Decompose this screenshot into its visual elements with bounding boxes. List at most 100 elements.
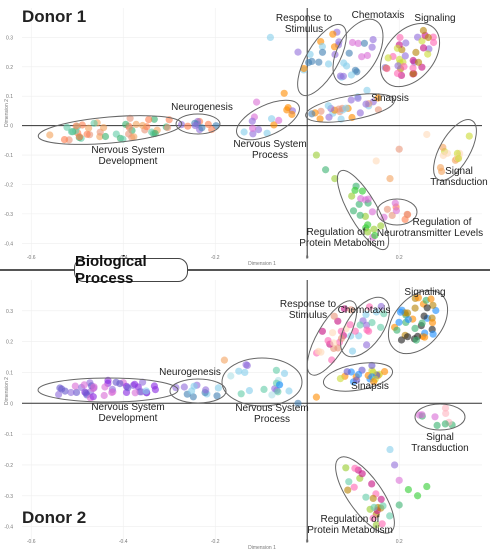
data-point [345, 478, 353, 486]
data-point [343, 368, 351, 376]
data-point [348, 38, 357, 47]
panel-divider [0, 269, 490, 271]
data-point [395, 145, 403, 153]
cluster-label: Nervous System [91, 402, 164, 413]
x-tick-label: 0.2 [396, 255, 403, 261]
y-tick-label: 0 [10, 401, 13, 407]
biological-process-label: Biological Process [74, 253, 188, 287]
data-point [392, 207, 400, 215]
data-point [75, 133, 84, 141]
data-point [249, 124, 257, 132]
data-point [180, 383, 188, 391]
data-point [420, 312, 428, 320]
data-point [322, 166, 330, 174]
cluster-label: Chemotaxis [352, 10, 405, 21]
data-point [386, 512, 394, 520]
y-tick-label: 0.3 [6, 309, 13, 315]
cluster-label: Response to [276, 13, 333, 24]
data-point [314, 347, 323, 355]
cluster-label: Protein Metabolism [299, 238, 385, 249]
data-point [202, 386, 210, 394]
cluster-label: Neurogenesis [171, 102, 233, 113]
data-point [280, 369, 289, 377]
data-point [363, 51, 371, 60]
data-point [268, 391, 276, 399]
data-point [268, 115, 276, 123]
y-axis-label: Dimension 2 [4, 99, 10, 127]
cluster-ellipse [387, 289, 449, 355]
data-point [275, 116, 283, 124]
y-tick-label: -0.3 [4, 212, 13, 218]
cluster-ellipse [340, 296, 390, 358]
donor-2-chart: -0.6 -0.4 -0.2 0 0.2 0.3 0.2 0.1 0 -0.1 -0.2 -0.3 -0… [4, 280, 482, 550]
data-point [419, 26, 427, 35]
data-point [380, 310, 388, 318]
data-point [124, 384, 132, 392]
data-point [414, 294, 422, 302]
cluster-label: Regulation of [413, 217, 472, 228]
data-point [365, 303, 374, 311]
data-point [377, 323, 385, 331]
data-point [308, 110, 316, 118]
data-point [46, 131, 54, 139]
cluster-ellipse [37, 115, 183, 145]
cluster-label: Nervous System [235, 403, 308, 414]
data-point [368, 480, 376, 488]
data-point [324, 337, 332, 345]
data-point [404, 333, 412, 341]
data-point [151, 386, 159, 394]
data-point [393, 44, 401, 52]
data-point [235, 367, 243, 375]
data-point [409, 70, 417, 78]
data-point [164, 124, 172, 132]
y-tick-label: 0.1 [6, 370, 13, 376]
data-point [283, 106, 291, 114]
data-point [383, 205, 391, 213]
data-point [391, 199, 399, 207]
data-point [315, 58, 323, 66]
data-point [131, 380, 139, 388]
y-tick-label: 0 [10, 124, 13, 130]
cluster-ellipse [297, 23, 347, 97]
cluster-ellipse [221, 357, 303, 407]
data-point [362, 493, 370, 501]
data-point [336, 375, 344, 383]
data-point [90, 383, 98, 391]
cluster-ellipse [414, 403, 466, 431]
cluster-ellipse [336, 169, 390, 251]
data-point [324, 60, 333, 68]
y-tick-label: -0.2 [4, 182, 13, 188]
cluster-label: Signaling [414, 13, 455, 24]
data-point [372, 308, 380, 316]
cluster-ellipse [433, 119, 477, 181]
data-point [253, 98, 261, 106]
data-point [379, 502, 387, 510]
data-point [429, 330, 437, 338]
x-tick-label: -0.6 [27, 255, 36, 261]
cluster-label: Chemotaxis [338, 305, 391, 316]
data-point [325, 113, 333, 121]
data-point [370, 225, 378, 233]
cluster-label: Development [99, 156, 158, 167]
data-point [349, 207, 358, 215]
data-point [101, 383, 109, 391]
data-point [89, 393, 97, 401]
data-point [354, 94, 362, 102]
data-point [358, 187, 366, 195]
data-point [356, 321, 364, 329]
data-point [188, 387, 196, 395]
y-tick-label: -0.2 [4, 463, 13, 469]
x-tick-label: 0 [306, 255, 309, 261]
data-point [90, 119, 98, 127]
y-tick-label: -0.1 [4, 432, 13, 438]
data-point [364, 195, 372, 203]
data-point [388, 211, 396, 219]
data-point [204, 120, 212, 128]
data-point [198, 124, 206, 132]
data-point [369, 494, 377, 502]
x-tick-label: -0.2 [211, 539, 220, 545]
data-point [270, 121, 278, 129]
data-point [424, 33, 432, 42]
data-point [354, 39, 362, 48]
data-point [355, 200, 363, 208]
